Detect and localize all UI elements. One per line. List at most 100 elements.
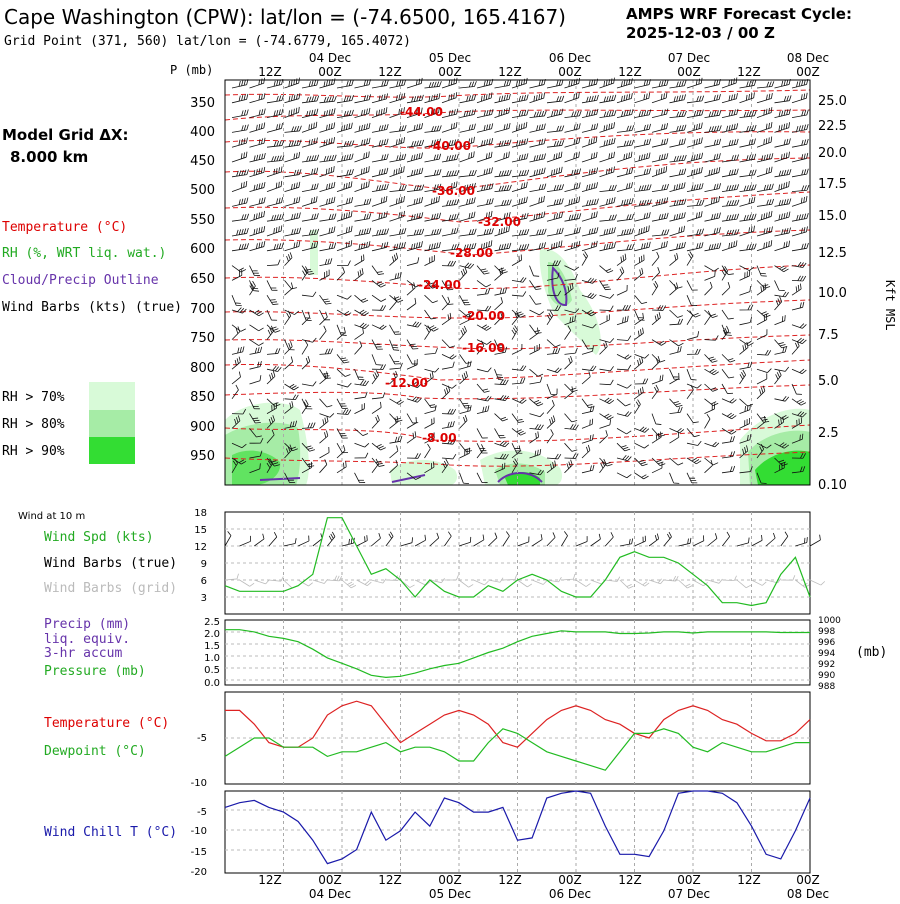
wind-chill-legend: Wind Chill T (°C) (44, 825, 177, 840)
wind-barb (739, 418, 750, 429)
wind-barb (476, 210, 493, 222)
wind-barb (319, 78, 336, 89)
wind-barb (494, 297, 503, 311)
wind-barb (564, 386, 574, 400)
pressure-ticks-right: 1000 998 996 994 992 990 988 (818, 616, 841, 692)
wind-barb (406, 431, 417, 444)
grid-spacing-value: 8.000 km (10, 148, 88, 166)
wind-barb (459, 123, 476, 133)
surface-wind-barb (414, 534, 426, 547)
wind-barb (406, 396, 422, 403)
wind-barb (616, 285, 628, 296)
wind-barb (494, 394, 509, 401)
wind-barb (669, 198, 687, 207)
wind-barb (529, 327, 539, 340)
wind-barb (441, 77, 458, 89)
surface-wind-barb (721, 531, 731, 547)
wind-barb (266, 294, 279, 305)
wind-barb (651, 79, 669, 89)
wind-barb (739, 225, 755, 237)
wind-barb (511, 377, 526, 385)
wind-barb (336, 140, 355, 148)
precip-pressure-panel (224, 619, 811, 686)
wind-barb (441, 181, 458, 192)
wind-barb (424, 325, 431, 340)
wind-barb (721, 451, 736, 459)
wind-barb (686, 199, 705, 207)
wind-barb (704, 383, 719, 392)
wind-barb (336, 428, 348, 439)
cloud-legend: Cloud/Precip Outline (2, 273, 159, 288)
wind-barb (266, 213, 285, 222)
pressure-right-tick: 990 (818, 671, 835, 681)
dewpoint-legend: Dewpoint (°C) (44, 744, 146, 759)
wind-barb (704, 459, 713, 474)
pressure-tick: 400 (190, 125, 215, 140)
wind-barb (686, 384, 694, 400)
wind-barb (704, 413, 711, 429)
wind-barb (721, 229, 740, 237)
wind-barb (424, 255, 435, 266)
wind-barb (739, 404, 751, 414)
wind-barb (231, 180, 248, 192)
wind-barb (756, 413, 770, 423)
surface-wind-barb (224, 531, 232, 547)
bottom-day-label: 06 Dec (549, 887, 591, 900)
wind-barb (231, 384, 239, 400)
pressure-unit: (mb) (856, 645, 887, 660)
wind-barb (756, 81, 775, 89)
wind-barb (336, 79, 354, 89)
wind-barb (546, 429, 554, 444)
wind-barb (459, 136, 475, 148)
wind-barb (511, 77, 528, 89)
wind-barb (756, 415, 766, 429)
wind-barb (651, 241, 668, 252)
wind-barb (634, 254, 645, 266)
pressure-right-tick: 994 (818, 649, 835, 659)
wind-barb (459, 314, 470, 326)
surface-wind-barb (312, 579, 328, 584)
wind-barb (774, 366, 790, 372)
wind-barb (354, 107, 371, 118)
wind-barb (424, 347, 438, 355)
wind-barb (739, 341, 749, 355)
wind-barb (634, 426, 650, 433)
pressure-right-tick: 988 (818, 682, 835, 692)
wind-barb (529, 228, 547, 237)
wind-barb (301, 228, 320, 237)
wind-barb (249, 108, 266, 118)
wind-barb (319, 446, 330, 459)
wind-barb (301, 241, 319, 252)
wind-barb (511, 398, 527, 404)
wind-barb (791, 78, 809, 89)
wind-barb (354, 391, 368, 400)
wind-barb (774, 457, 788, 467)
wind-barb (319, 413, 335, 418)
wind-barb (371, 339, 383, 350)
wind-barb (721, 184, 740, 192)
wind-barb (389, 241, 406, 252)
bottom-hour-label: 00Z (558, 873, 582, 887)
wind-barb (756, 368, 772, 373)
wind-barb (634, 386, 644, 400)
wind-barb (459, 325, 467, 340)
wind-tick: 9 (201, 559, 207, 570)
wind-barb (459, 262, 475, 269)
wind-barb (511, 445, 521, 459)
wind-barb (546, 198, 564, 207)
wind-barb (581, 167, 599, 178)
wind-barb (774, 95, 792, 104)
wind-barb (721, 108, 739, 118)
wind-barb (721, 154, 739, 163)
wind-barb (424, 81, 442, 89)
wind-barb (406, 282, 416, 296)
height-tick: 15.0 (818, 209, 847, 224)
wind-barb (389, 398, 404, 405)
wind-barb (564, 453, 579, 459)
wind-barb (791, 138, 809, 148)
surface-wind-barb (502, 574, 518, 581)
contour-label: -8.00 (422, 431, 457, 445)
wind-barb (774, 339, 788, 349)
wind-barb (721, 325, 730, 340)
wind-barb (564, 347, 578, 355)
